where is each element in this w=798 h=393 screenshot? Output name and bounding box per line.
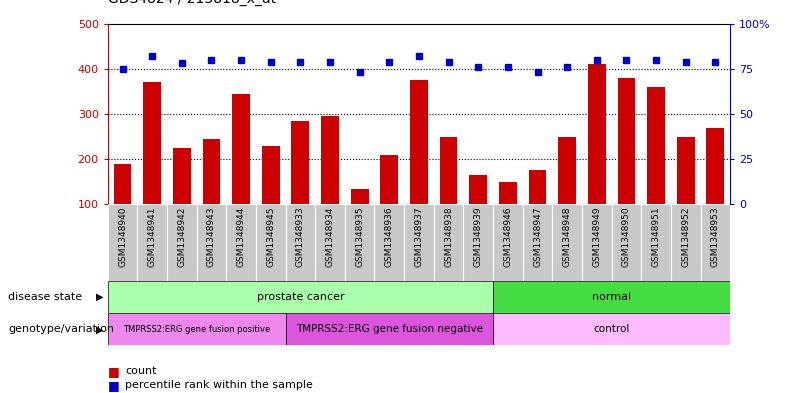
Text: ▶: ▶	[97, 292, 104, 302]
Bar	[227, 204, 256, 281]
Text: GSM1348945: GSM1348945	[267, 207, 275, 267]
Text: GSM1348940: GSM1348940	[118, 207, 127, 267]
Bar	[559, 136, 576, 250]
Text: genotype/variation: genotype/variation	[8, 324, 114, 334]
Bar	[582, 204, 611, 281]
Text: GSM1348951: GSM1348951	[652, 207, 661, 267]
Bar	[647, 87, 665, 250]
Text: GSM1348943: GSM1348943	[207, 207, 216, 267]
Bar	[321, 116, 339, 250]
Text: GSM1348950: GSM1348950	[622, 207, 631, 267]
Bar	[410, 80, 428, 250]
Bar	[618, 78, 635, 250]
Text: GSM1348938: GSM1348938	[444, 207, 453, 267]
Bar	[232, 94, 250, 250]
Text: count: count	[125, 366, 156, 376]
Bar	[706, 129, 725, 250]
Bar	[167, 204, 196, 281]
Bar	[113, 163, 132, 250]
Text: GSM1348936: GSM1348936	[385, 207, 393, 267]
Text: GSM1348933: GSM1348933	[296, 207, 305, 267]
Bar	[552, 204, 582, 281]
Bar	[588, 64, 606, 250]
Bar	[256, 204, 286, 281]
Text: percentile rank within the sample: percentile rank within the sample	[125, 380, 313, 390]
Bar	[351, 189, 369, 250]
Bar	[493, 313, 730, 345]
Bar	[381, 155, 398, 250]
Text: GSM1348948: GSM1348948	[563, 207, 571, 267]
Text: GSM1348937: GSM1348937	[414, 207, 424, 267]
Bar	[286, 313, 493, 345]
Text: prostate cancer: prostate cancer	[257, 292, 344, 302]
Bar	[108, 281, 493, 313]
Bar	[404, 204, 434, 281]
Bar	[434, 204, 464, 281]
Bar	[144, 83, 161, 250]
Bar	[469, 175, 487, 250]
Text: GSM1348934: GSM1348934	[326, 207, 334, 267]
Text: GSM1348942: GSM1348942	[177, 207, 186, 267]
Text: GSM1348947: GSM1348947	[533, 207, 542, 267]
Bar	[108, 204, 137, 281]
Bar	[315, 204, 345, 281]
Bar	[611, 204, 642, 281]
Text: GSM1348946: GSM1348946	[504, 207, 512, 267]
Text: TMPRSS2:ERG gene fusion positive: TMPRSS2:ERG gene fusion positive	[123, 325, 271, 334]
Bar	[286, 204, 315, 281]
Bar	[196, 204, 227, 281]
Text: GDS4824 / 213818_x_at: GDS4824 / 213818_x_at	[108, 0, 276, 6]
Bar	[528, 171, 547, 250]
Bar	[677, 136, 694, 250]
Bar	[499, 182, 517, 250]
Bar	[203, 139, 220, 250]
Text: disease state: disease state	[8, 292, 82, 302]
Bar	[262, 146, 279, 250]
Bar	[701, 204, 730, 281]
Text: ■: ■	[108, 365, 120, 378]
Bar	[374, 204, 404, 281]
Bar	[493, 204, 523, 281]
Bar	[523, 204, 552, 281]
Text: TMPRSS2:ERG gene fusion negative: TMPRSS2:ERG gene fusion negative	[296, 324, 483, 334]
Bar	[671, 204, 701, 281]
Bar	[108, 313, 286, 345]
Bar	[493, 281, 730, 313]
Text: GSM1348944: GSM1348944	[237, 207, 246, 267]
Bar	[440, 138, 457, 250]
Text: GSM1348949: GSM1348949	[592, 207, 601, 267]
Text: GSM1348939: GSM1348939	[474, 207, 483, 267]
Bar	[345, 204, 374, 281]
Bar	[291, 121, 310, 250]
Bar	[642, 204, 671, 281]
Bar	[137, 204, 167, 281]
Text: normal: normal	[592, 292, 631, 302]
Text: GSM1348952: GSM1348952	[681, 207, 690, 267]
Bar	[173, 148, 191, 250]
Bar	[464, 204, 493, 281]
Text: GSM1348941: GSM1348941	[148, 207, 156, 267]
Text: GSM1348953: GSM1348953	[711, 207, 720, 267]
Text: ▶: ▶	[97, 324, 104, 334]
Text: ■: ■	[108, 378, 120, 392]
Text: control: control	[594, 324, 630, 334]
Text: GSM1348935: GSM1348935	[355, 207, 364, 267]
